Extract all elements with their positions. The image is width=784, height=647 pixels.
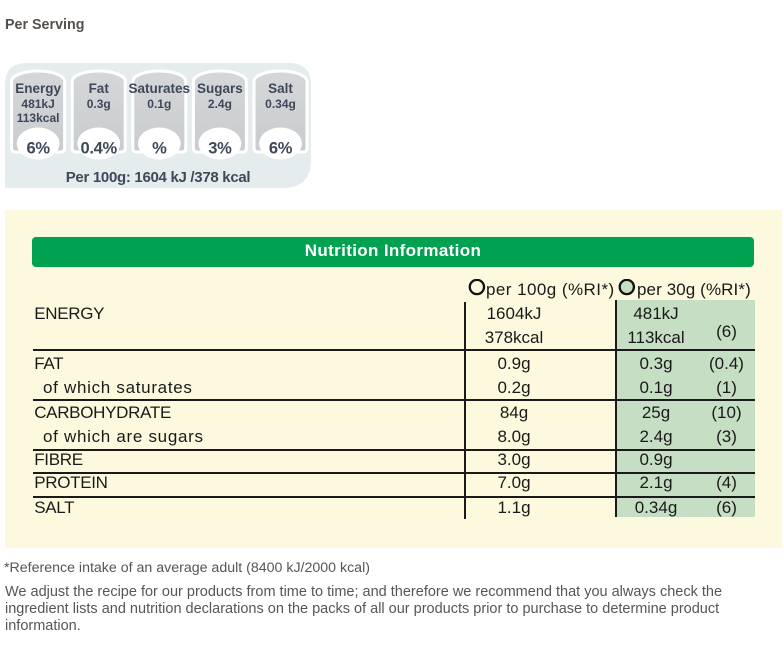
svg-text:481kJ: 481kJ bbox=[21, 97, 54, 111]
svg-text:0.34g: 0.34g bbox=[265, 97, 296, 111]
svg-text:Saturates: Saturates bbox=[129, 81, 191, 96]
svg-text:6%: 6% bbox=[26, 139, 50, 157]
svg-text:0.1g: 0.1g bbox=[147, 97, 171, 111]
svg-text:%: % bbox=[152, 139, 167, 157]
svg-text:2.4g: 2.4g bbox=[208, 97, 232, 111]
svg-text:113kcal: 113kcal bbox=[17, 111, 60, 125]
svg-text:0.3g: 0.3g bbox=[87, 97, 111, 111]
svg-text:Salt: Salt bbox=[268, 81, 293, 96]
svg-text:Sugars: Sugars bbox=[197, 81, 243, 96]
svg-text:3%: 3% bbox=[208, 139, 232, 157]
svg-text:Energy: Energy bbox=[15, 81, 61, 96]
svg-text:6%: 6% bbox=[269, 139, 293, 157]
svg-text:Fat: Fat bbox=[89, 81, 110, 96]
svg-text:0.4%: 0.4% bbox=[80, 139, 117, 157]
svg-text:Per 100g: 1604 kJ /378 kcal: Per 100g: 1604 kJ /378 kcal bbox=[66, 169, 251, 186]
